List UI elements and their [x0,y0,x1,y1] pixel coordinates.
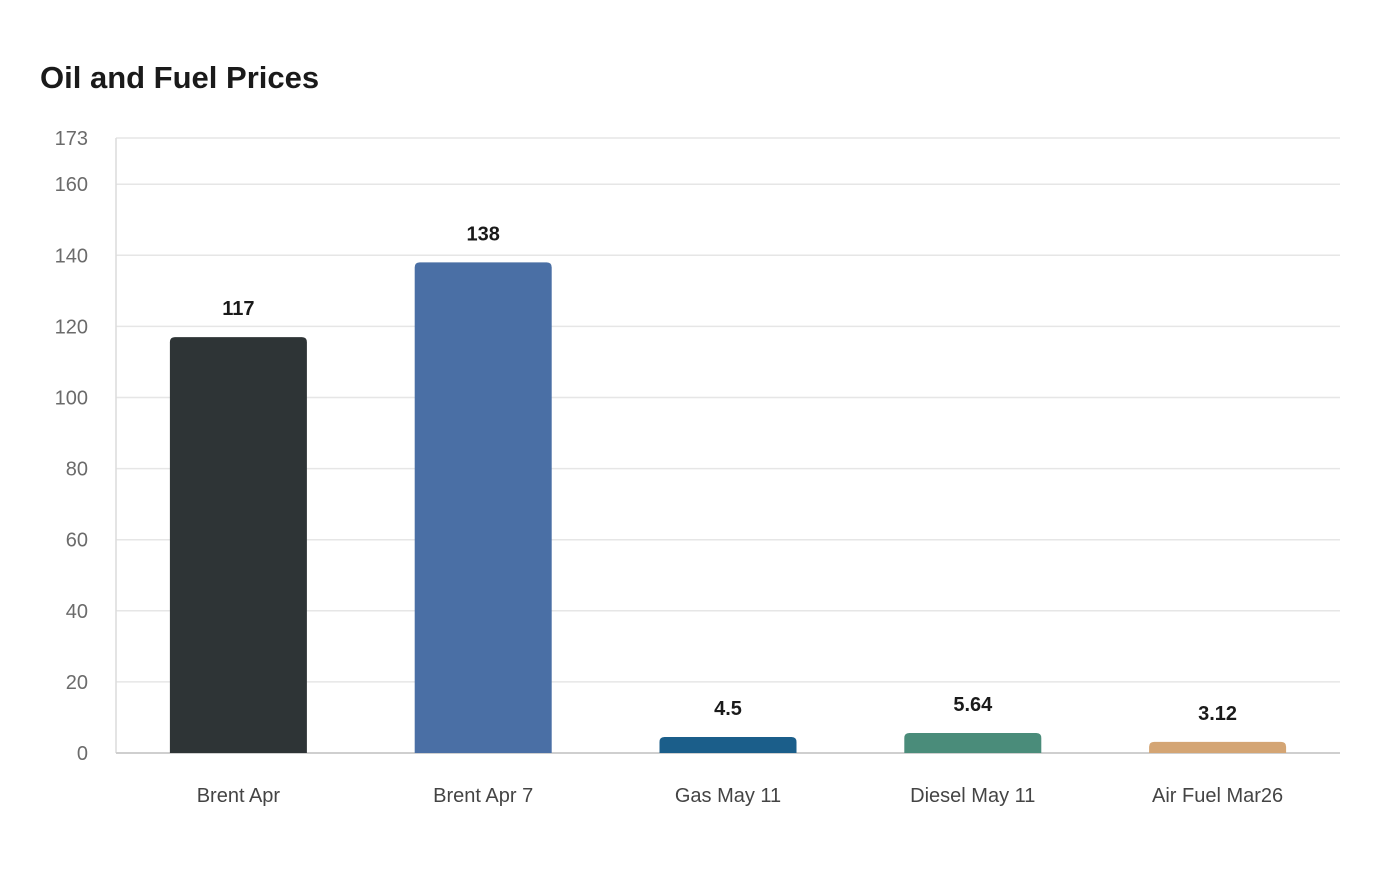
bar-value-label: 117 [222,298,254,320]
x-tick-label: Brent Apr 7 [433,785,533,807]
y-tick-label: 100 [55,388,88,410]
y-tick-label: 120 [55,316,88,338]
value-labels: 117 138 4.5 5.64 3.12 [222,223,1237,724]
x-tick-label: Diesel May 11 [910,785,1035,807]
y-tick-label: 40 [66,601,88,623]
x-axis-labels: Brent Apr Brent Apr 7 Gas May 11 Diesel May… [197,785,1283,807]
bar-gas-may-11[interactable] [659,737,797,753]
x-tick-label: Brent Apr [197,785,281,807]
y-tick-label: 140 [55,245,88,267]
chart-title: Oil and Fuel Prices [40,60,320,95]
bars [169,262,1287,753]
y-axis-ticks: 0 20 40 60 80 100 120 140 160 173 [55,128,88,765]
bar-value-label: 138 [467,223,500,245]
bar-value-label: 4.5 [714,698,742,720]
x-tick-label: Air Fuel Mar26 [1152,785,1283,807]
grid-lines [116,137,1340,683]
bar-diesel-may-11[interactable] [904,732,1042,753]
y-tick-label: 80 [66,459,88,481]
y-tick-label: 0 [77,743,88,765]
bar-brent-apr-7[interactable] [414,262,552,753]
bar-value-label: 3.12 [1198,703,1237,725]
bar-value-label: 5.64 [953,694,993,716]
bar-air-fuel-mar26[interactable] [1149,741,1287,753]
x-tick-label: Gas May 11 [675,785,781,807]
y-tick-label: 160 [55,174,88,196]
y-tick-label: 20 [66,672,88,694]
y-tick-label: 60 [66,530,88,552]
bar-brent-apr[interactable] [169,337,307,753]
y-tick-label: 173 [55,128,88,150]
